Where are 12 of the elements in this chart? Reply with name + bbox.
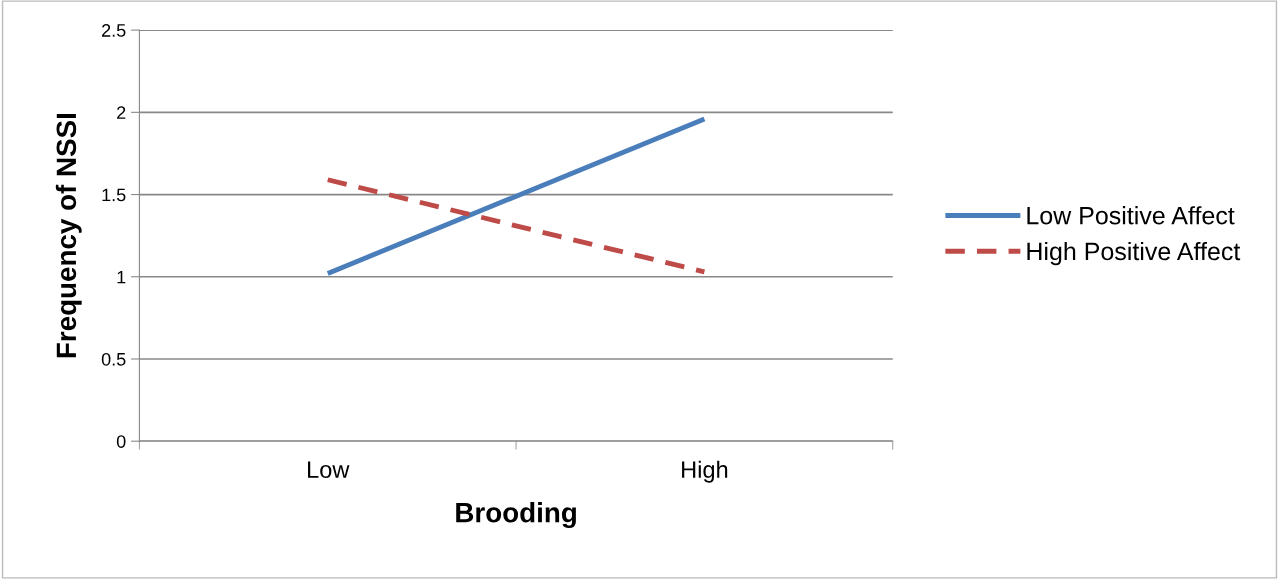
y-tick-label: 0 [116, 435, 126, 448]
x-tick-label: High [682, 460, 728, 483]
x-axis-title: Brooding [456, 502, 576, 529]
x-tick-label: Low [308, 461, 350, 478]
y-tick-label: 1 [117, 270, 126, 284]
y-tick-label: 2 [117, 106, 126, 119]
y-axis-title: Frequency of NSSI [55, 114, 82, 358]
y-tick-label: 1.5 [102, 188, 126, 202]
y-tick-label: 2.5 [102, 24, 126, 37]
y-tick-label: 0.5 [101, 352, 126, 366]
legend-label: High Positive Affect [1027, 241, 1241, 266]
legend-label: Low Positive Affect [1027, 206, 1235, 225]
